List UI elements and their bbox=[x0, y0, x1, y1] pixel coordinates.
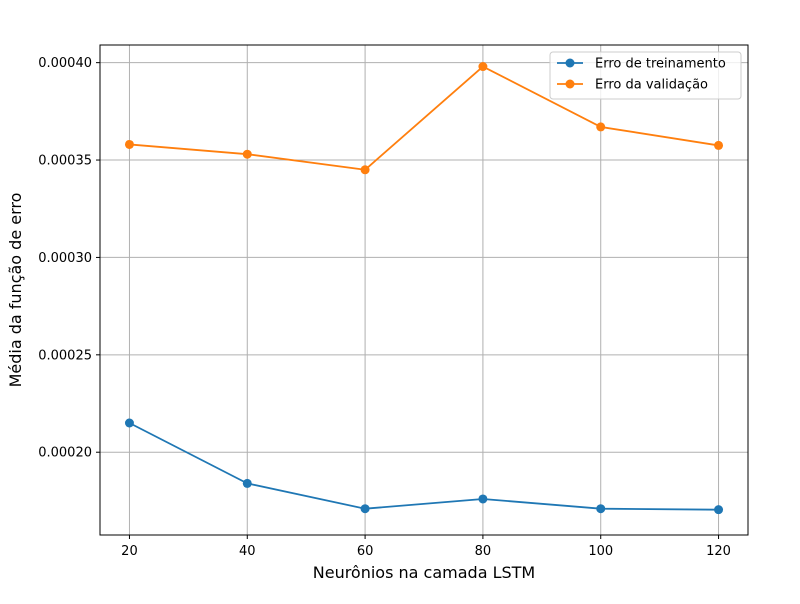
data-point bbox=[478, 62, 488, 72]
y-tick-label: 0.00030 bbox=[38, 251, 92, 266]
x-axis-label: Neurônios na camada LSTM bbox=[313, 563, 535, 582]
data-point bbox=[714, 505, 724, 515]
x-tick-label: 120 bbox=[706, 544, 731, 559]
x-tick-label: 40 bbox=[239, 544, 256, 559]
data-point bbox=[596, 122, 606, 132]
plot-area-frame bbox=[99, 44, 749, 536]
data-point bbox=[478, 494, 488, 504]
axis-ticks: 20 40 60 80 100 120 0.00020 0.00025 0.00030 0.000… bbox=[38, 56, 731, 559]
x-tick-label: 100 bbox=[588, 544, 613, 559]
series-2 bbox=[124, 62, 724, 175]
y-tick-label: 0.00025 bbox=[38, 348, 92, 363]
series-line bbox=[129, 65, 719, 171]
y-axis-label: Média da função de erro bbox=[6, 193, 25, 388]
legend-label: Erro de treinamento bbox=[595, 57, 726, 72]
series-1 bbox=[124, 418, 724, 515]
y-tick-label: 0.00040 bbox=[38, 56, 92, 71]
x-tick-label: 20 bbox=[121, 544, 138, 559]
data-point bbox=[360, 504, 370, 514]
legend-item: Erro de treinamento bbox=[557, 57, 726, 72]
legend-box bbox=[549, 51, 742, 100]
y-tick-label: 0.00035 bbox=[38, 154, 92, 169]
legend-label: Erro da validação bbox=[595, 78, 708, 93]
data-point bbox=[242, 149, 252, 159]
legend-swatch-marker bbox=[565, 79, 575, 89]
data-point bbox=[596, 504, 606, 514]
x-tick-label: 80 bbox=[475, 544, 492, 559]
data-point bbox=[360, 165, 370, 175]
data-point bbox=[242, 478, 252, 488]
series-line bbox=[129, 422, 719, 511]
data-point bbox=[124, 418, 134, 428]
x-tick-label: 60 bbox=[357, 544, 374, 559]
legend-item: Erro da validação bbox=[557, 78, 708, 93]
legend: Erro de treinamento Erro da validação bbox=[549, 51, 742, 100]
legend-swatch-marker bbox=[565, 58, 575, 68]
series-lines bbox=[124, 62, 724, 515]
data-point bbox=[714, 140, 724, 150]
y-tick-label: 0.00020 bbox=[38, 446, 92, 461]
data-point bbox=[124, 139, 134, 149]
